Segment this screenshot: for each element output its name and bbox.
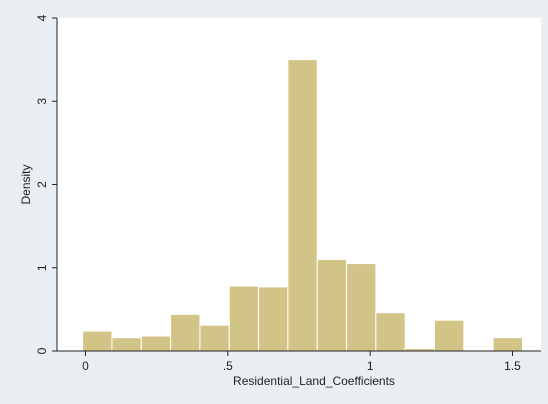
histogram-bar (228, 285, 260, 352)
histogram-bar (258, 286, 289, 352)
x-tick-label: 1.5 (504, 359, 521, 373)
x-tick-label: .5 (223, 359, 233, 373)
y-axis-ticks: 0 1 2 3 4 (35, 14, 57, 354)
x-axis-ticks: 0 .5 1 1.5 (82, 351, 521, 373)
histogram-bar (82, 330, 113, 352)
histogram-bars (82, 59, 523, 352)
x-axis-title: Residential_Land_Coefficients (233, 374, 395, 388)
histogram-bar (199, 324, 230, 352)
histogram-bar (434, 319, 465, 352)
histogram-bar (170, 313, 201, 352)
histogram-bar (492, 337, 523, 352)
x-tick-label: 1 (367, 359, 374, 373)
y-tick-label: 1 (35, 264, 49, 271)
histogram-bar (287, 59, 318, 352)
y-tick-label: 3 (35, 98, 49, 105)
histogram-bar (140, 335, 172, 352)
histogram-bar (111, 337, 142, 352)
y-tick-label: 4 (35, 14, 49, 21)
y-tick-label: 0 (35, 347, 49, 354)
histogram-bar (375, 312, 406, 352)
histogram-bar (316, 258, 348, 352)
y-axis-title: Density (19, 164, 33, 204)
histogram-bar (346, 263, 377, 352)
y-tick-label: 2 (35, 181, 49, 188)
x-tick-label: 0 (82, 359, 89, 373)
